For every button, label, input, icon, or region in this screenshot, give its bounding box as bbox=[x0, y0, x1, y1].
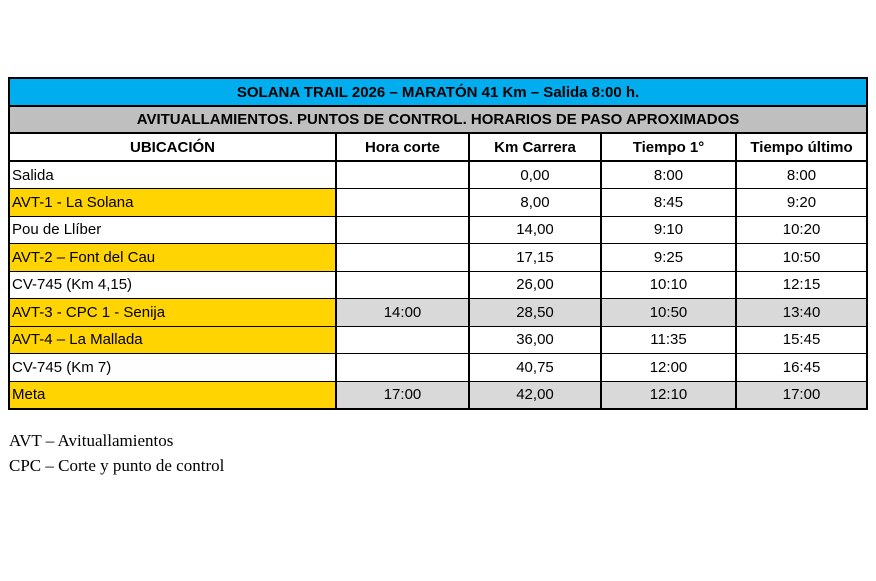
ubicacion-cell: Pou de Llíber bbox=[8, 215, 337, 244]
km-carrera-cell: 14,00 bbox=[468, 215, 602, 244]
table-row: AVT-2 – Font del Cau 17,15 9:25 10:50 bbox=[8, 243, 869, 272]
hora-corte-cell: 17:00 bbox=[335, 380, 470, 409]
tiempo-1-cell: 11:35 bbox=[600, 325, 737, 354]
hora-corte-cell bbox=[335, 188, 470, 217]
table-row: AVT-1 - La Solana 8,00 8:45 9:20 bbox=[8, 188, 869, 217]
tiempo-1-cell: 10:50 bbox=[600, 298, 737, 327]
tiempo-ultimo-cell: 10:20 bbox=[734, 215, 869, 244]
tiempo-1-cell: 8:00 bbox=[600, 160, 737, 189]
km-carrera-cell: 26,00 bbox=[468, 270, 602, 299]
hora-corte-cell bbox=[335, 160, 470, 189]
ubicacion-cell: AVT-3 - CPC 1 - Senija bbox=[8, 298, 337, 327]
ubicacion-cell: AVT-1 - La Solana bbox=[8, 188, 337, 217]
ubicacion-cell: AVT-4 – La Mallada bbox=[8, 325, 337, 354]
ubicacion-cell: Meta bbox=[8, 380, 337, 409]
hora-corte-cell bbox=[335, 353, 470, 382]
tiempo-1-cell: 12:10 bbox=[600, 380, 737, 409]
column-header-tiempo-1: Tiempo 1° bbox=[600, 132, 737, 162]
legend-cpc: CPC – Corte y punto de control bbox=[9, 456, 225, 475]
tiempo-1-cell: 12:00 bbox=[600, 353, 737, 382]
column-header-row: UBICACIÓN Hora corte Km Carrera Tiempo 1… bbox=[8, 132, 869, 162]
km-carrera-cell: 36,00 bbox=[468, 325, 602, 354]
table-row: Salida 0,00 8:00 8:00 bbox=[8, 160, 869, 189]
column-header-ubicacion: UBICACIÓN bbox=[8, 132, 337, 162]
tiempo-1-cell: 9:10 bbox=[600, 215, 737, 244]
hora-corte-cell bbox=[335, 325, 470, 354]
tiempo-1-cell: 8:45 bbox=[600, 188, 737, 217]
km-carrera-cell: 17,15 bbox=[468, 243, 602, 272]
table-title-row: SOLANA TRAIL 2026 – MARATÓN 41 Km – Sali… bbox=[7, 77, 869, 107]
km-carrera-cell: 40,75 bbox=[468, 353, 602, 382]
km-carrera-cell: 8,00 bbox=[468, 188, 602, 217]
hora-corte-cell bbox=[335, 270, 470, 299]
km-carrera-cell: 0,00 bbox=[468, 160, 602, 189]
table-row: CV-745 (Km 4,15) 26,00 10:10 12:15 bbox=[8, 270, 869, 299]
ubicacion-cell: CV-745 (Km 7) bbox=[8, 353, 337, 382]
tiempo-ultimo-cell: 13:40 bbox=[734, 298, 869, 327]
hora-corte-cell bbox=[335, 243, 470, 272]
tiempo-ultimo-cell: 8:00 bbox=[734, 160, 869, 189]
tiempo-ultimo-cell: 12:15 bbox=[734, 270, 869, 299]
legend-avt: AVT – Avituallamientos bbox=[9, 431, 174, 450]
schedule-body: Salida 0,00 8:00 8:00 AVT-1 - La Solana 8,00 8… bbox=[8, 160, 869, 409]
legend: AVT – Avituallamientos CPC – Corte y pun… bbox=[9, 428, 224, 478]
race-schedule-table: SOLANA TRAIL 2026 – MARATÓN 41 Km – Sali… bbox=[7, 77, 869, 410]
tiempo-ultimo-cell: 9:20 bbox=[734, 188, 869, 217]
table-row: AVT-4 – La Mallada 36,00 11:35 15:45 bbox=[8, 325, 869, 354]
ubicacion-cell: Salida bbox=[8, 160, 337, 189]
table-subtitle-row: AVITUALLAMIENTOS. PUNTOS DE CONTROL. HOR… bbox=[7, 105, 869, 134]
tiempo-ultimo-cell: 15:45 bbox=[734, 325, 869, 354]
km-carrera-cell: 28,50 bbox=[468, 298, 602, 327]
hora-corte-cell: 14:00 bbox=[335, 298, 470, 327]
tiempo-ultimo-cell: 16:45 bbox=[734, 353, 869, 382]
column-header-hora-corte: Hora corte bbox=[335, 132, 470, 162]
race-schedule-table-container: SOLANA TRAIL 2026 – MARATÓN 41 Km – Sali… bbox=[7, 77, 869, 410]
ubicacion-cell: AVT-2 – Font del Cau bbox=[8, 243, 337, 272]
tiempo-ultimo-cell: 10:50 bbox=[734, 243, 869, 272]
km-carrera-cell: 42,00 bbox=[468, 380, 602, 409]
table-row: Meta 17:00 42,00 12:10 17:00 bbox=[8, 380, 869, 409]
table-row: CV-745 (Km 7) 40,75 12:00 16:45 bbox=[8, 353, 869, 382]
column-header-km-carrera: Km Carrera bbox=[468, 132, 602, 162]
table-row: AVT-3 - CPC 1 - Senija 14:00 28,50 10:50 13:… bbox=[8, 298, 869, 327]
tiempo-ultimo-cell: 17:00 bbox=[734, 380, 869, 409]
tiempo-1-cell: 9:25 bbox=[600, 243, 737, 272]
tiempo-1-cell: 10:10 bbox=[600, 270, 737, 299]
race-subtitle: AVITUALLAMIENTOS. PUNTOS DE CONTROL. HOR… bbox=[7, 105, 869, 134]
table-row: Pou de Llíber 14,00 9:10 10:20 bbox=[8, 215, 869, 244]
hora-corte-cell bbox=[335, 215, 470, 244]
ubicacion-cell: CV-745 (Km 4,15) bbox=[8, 270, 337, 299]
race-title: SOLANA TRAIL 2026 – MARATÓN 41 Km – Sali… bbox=[7, 77, 869, 107]
column-header-tiempo-ultimo: Tiempo último bbox=[734, 132, 869, 162]
